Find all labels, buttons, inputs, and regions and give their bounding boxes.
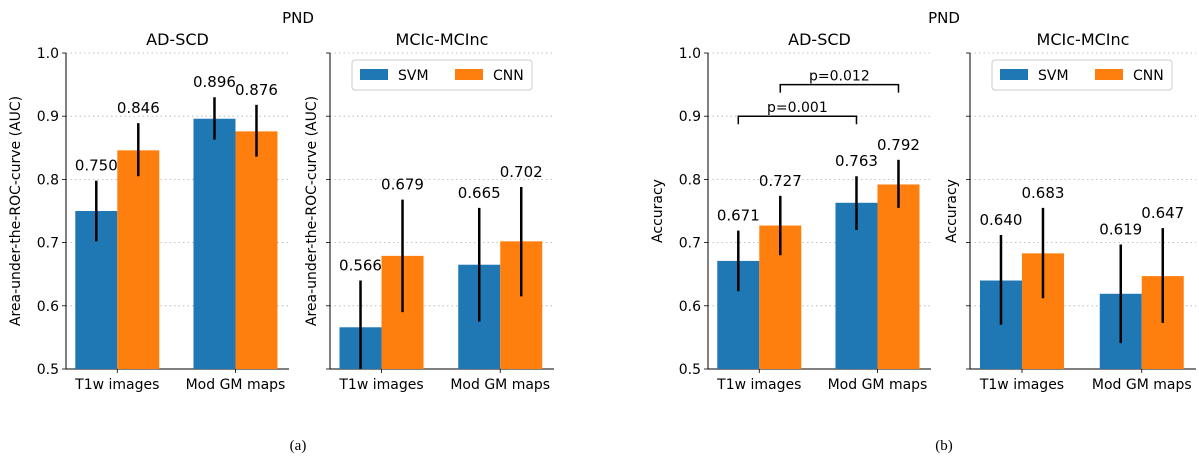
y-tick-label: 1.0 [37, 46, 59, 62]
data-label: 0.665 [458, 184, 501, 202]
significance-bracket [779, 83, 900, 93]
chart-title: MCIc-MCInc [1037, 30, 1130, 49]
y-tick-label: 0.8 [37, 172, 59, 188]
legend-label-svm: SVM [398, 68, 429, 84]
caption-a: (a) [290, 438, 307, 454]
y-tick-label: 0.9 [37, 109, 59, 125]
y-tick-label: 0.6 [37, 299, 59, 315]
x-tick-label: Mod GM maps [1092, 377, 1192, 393]
legend-swatch-cnn [1095, 69, 1123, 80]
data-label: 0.763 [835, 152, 878, 170]
y-tick-label: 0.7 [37, 236, 59, 252]
x-tick-label: T1w images [979, 377, 1064, 393]
y-tick-label: 0.5 [679, 362, 701, 378]
x-tick-label: Mod GM maps [450, 377, 550, 393]
legend-label-svm: SVM [1038, 68, 1069, 84]
bar-cnn [117, 150, 160, 369]
x-tick-label: Mod GM maps [186, 377, 286, 393]
legend-swatch-cnn [455, 69, 483, 80]
y-tick-label: 1.0 [679, 46, 701, 62]
x-tick-label: Mod GM maps [828, 377, 928, 393]
data-label: 0.792 [877, 136, 920, 154]
legend [351, 59, 533, 91]
bar-svm [835, 202, 878, 369]
chart-title: AD-SCD [146, 30, 209, 49]
bar-cnn [235, 131, 278, 369]
y-axis-label: Accuracy [650, 179, 666, 243]
data-label: 0.727 [759, 172, 802, 190]
bar-svm [193, 118, 236, 369]
data-label: 0.640 [980, 211, 1023, 229]
legend [991, 59, 1173, 91]
chart-panel-1: 0.5 0.6 0.7 0.8 0.9 1.0 Area-under-the-ROC-cur… [8, 30, 289, 393]
y-tick-label: 0.9 [679, 109, 701, 125]
data-label: 0.876 [235, 81, 278, 99]
x-tick-label: T1w images [716, 377, 801, 393]
suptitle-a: PND [282, 9, 314, 27]
y-tick-label: 0.5 [37, 362, 59, 378]
data-label: 0.750 [75, 157, 118, 175]
significance-bracket [737, 115, 858, 125]
data-label: 0.702 [500, 163, 543, 181]
data-label: 0.896 [193, 73, 236, 91]
legend-label-cnn: CNN [493, 68, 524, 84]
suptitle-b: PND [928, 9, 960, 27]
data-label: 0.679 [381, 176, 424, 194]
data-label: 0.671 [717, 207, 760, 225]
data-label: 0.846 [117, 99, 160, 117]
data-label: 0.683 [1022, 184, 1065, 202]
legend-swatch-svm [1000, 69, 1028, 80]
y-axis-label: Area-under-the-ROC-curve (AUC) [304, 96, 320, 326]
y-tick-label: 0.8 [679, 172, 701, 188]
y-axis-label: Area-under-the-ROC-curve (AUC) [8, 96, 24, 326]
data-label: 0.566 [339, 257, 382, 275]
x-tick-label: T1w images [338, 377, 423, 393]
chart-title: MCIc-MCInc [396, 30, 489, 49]
significance-label: p=0.001 [767, 100, 828, 116]
data-label: 0.619 [1099, 220, 1142, 238]
legend-label-cnn: CNN [1133, 68, 1164, 84]
chart-panel-2: Area-under-the-ROC-curve (AUC) MCIc-MCInc… [304, 30, 554, 393]
caption-b: (b) [935, 438, 953, 454]
y-tick-label: 0.7 [679, 236, 701, 252]
x-tick-label: T1w images [74, 377, 159, 393]
chart-panel-3: 0.5 0.6 0.7 0.8 0.9 1.0 Accuracy AD-SCD T1w imag… [650, 30, 931, 393]
significance-label: p=0.012 [809, 68, 870, 84]
y-axis-label: Accuracy [944, 179, 960, 243]
y-tick-label: 0.6 [679, 299, 701, 315]
legend-swatch-svm [360, 69, 388, 80]
chart-panel-4: Accuracy MCIc-MCInc T1w images 0.640 0.683 Mo… [944, 30, 1196, 393]
bar-cnn [877, 184, 920, 369]
data-label: 0.647 [1141, 204, 1184, 222]
chart-title: AD-SCD [788, 30, 851, 49]
